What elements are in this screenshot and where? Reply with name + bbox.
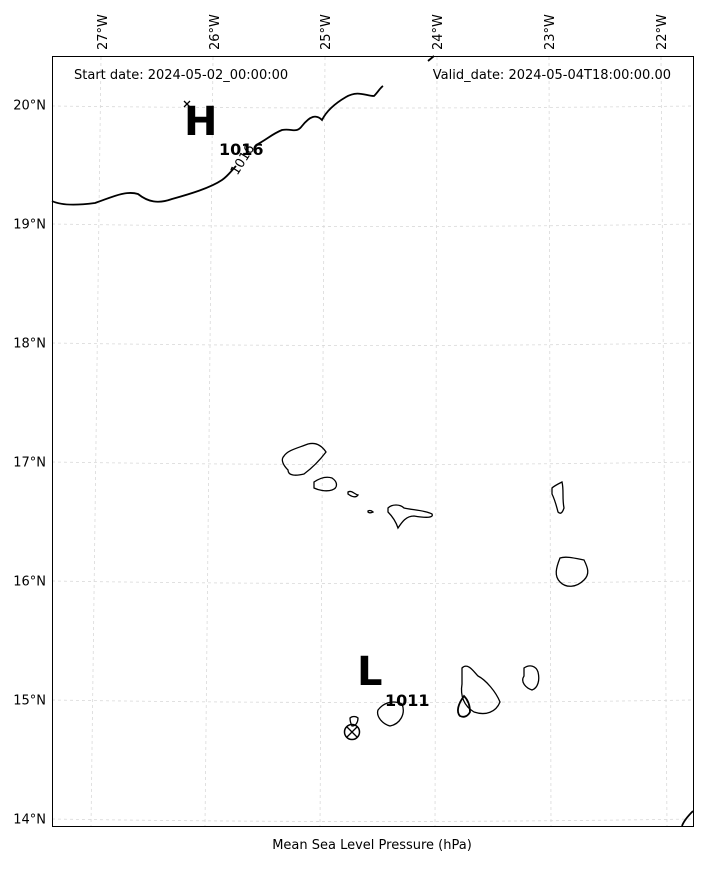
high-letter: H bbox=[184, 99, 217, 145]
island-boa-vista bbox=[555, 556, 589, 587]
high-value: 1016 bbox=[219, 140, 264, 159]
meridian-22w bbox=[660, 56, 668, 827]
start-date: Start date: 2024-05-02_00:00:00 bbox=[74, 68, 288, 83]
island-fogo bbox=[376, 701, 404, 727]
meridian-27w bbox=[90, 56, 102, 827]
island-sal bbox=[551, 481, 565, 514]
meridian-23w bbox=[548, 56, 552, 827]
island-sao-vicente bbox=[313, 476, 338, 492]
parallel-19n bbox=[51, 223, 694, 227]
island-santa-luzia bbox=[347, 490, 360, 498]
latitude-labels: 20°N 19°N 18°N 17°N 16°N 15°N 14°N bbox=[13, 99, 46, 828]
low-center-circle-icon bbox=[343, 723, 361, 741]
lat-label: 18°N bbox=[13, 337, 46, 352]
low-pressure-center: L 1011 bbox=[343, 649, 430, 741]
low-value: 1011 bbox=[385, 691, 430, 710]
lon-label: 23°W bbox=[543, 14, 558, 50]
isobars bbox=[51, 55, 694, 827]
island-sao-nicolau bbox=[387, 504, 433, 530]
lat-label: 20°N bbox=[13, 99, 46, 114]
low-center-x-icon bbox=[346, 726, 358, 738]
parallel-15n bbox=[51, 699, 694, 703]
lat-label: 15°N bbox=[13, 694, 46, 709]
meridian-26w bbox=[204, 56, 214, 827]
lat-label: 19°N bbox=[13, 218, 46, 233]
island-santiago bbox=[460, 665, 501, 715]
lon-label: 26°W bbox=[208, 14, 223, 50]
graticule bbox=[51, 56, 694, 827]
high-pressure-center: H 1016 bbox=[183, 99, 264, 159]
lat-label: 17°N bbox=[13, 456, 46, 471]
lon-label: 22°W bbox=[655, 14, 670, 50]
island-santo-antao bbox=[281, 442, 327, 476]
meridian-24w bbox=[434, 56, 438, 827]
parallel-14n bbox=[51, 818, 694, 822]
isobar-1016 bbox=[51, 165, 237, 206]
island-maio bbox=[522, 665, 540, 691]
island-brava bbox=[349, 715, 359, 727]
lat-label: 14°N bbox=[13, 813, 46, 828]
lon-label: 24°W bbox=[431, 14, 446, 50]
high-center-x-icon bbox=[183, 100, 191, 108]
parallel-18n bbox=[51, 342, 694, 346]
parallel-17n bbox=[51, 461, 694, 465]
lon-label: 27°W bbox=[96, 14, 111, 50]
isobar-corner bbox=[681, 810, 694, 827]
lon-label: 25°W bbox=[319, 14, 334, 50]
island-islet bbox=[367, 509, 375, 514]
lat-label: 16°N bbox=[13, 575, 46, 590]
parallel-16n bbox=[51, 580, 694, 584]
isobar-1016-east bbox=[255, 85, 384, 146]
valid-date: Valid_date: 2024-05-04T18:00:00.00 bbox=[433, 68, 671, 83]
low-letter: L bbox=[357, 649, 383, 695]
map-frame bbox=[52, 56, 694, 827]
map-caption: Mean Sea Level Pressure (hPa) bbox=[272, 838, 472, 853]
meridian-25w bbox=[319, 56, 326, 827]
cape-verde-coastlines bbox=[281, 442, 589, 727]
isobar-low-small bbox=[457, 694, 471, 718]
longitude-labels: 27°W 26°W 25°W 24°W 23°W 22°W bbox=[96, 14, 670, 50]
parallel-20n bbox=[51, 105, 694, 109]
